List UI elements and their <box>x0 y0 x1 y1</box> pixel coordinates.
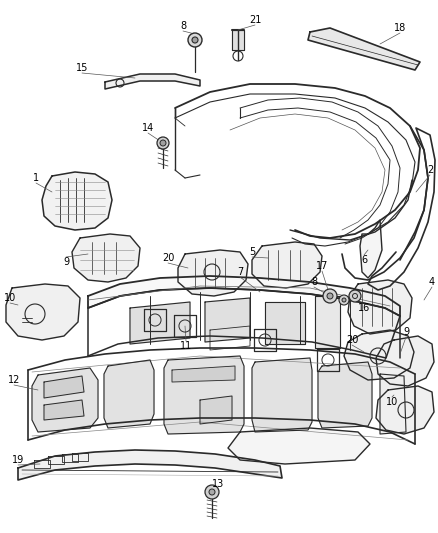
Text: 10: 10 <box>386 397 398 407</box>
Text: 21: 21 <box>249 15 261 25</box>
Text: 8: 8 <box>311 277 317 287</box>
Polygon shape <box>44 400 84 420</box>
Text: 6: 6 <box>361 255 367 265</box>
Circle shape <box>192 37 198 43</box>
Polygon shape <box>105 74 200 89</box>
Polygon shape <box>344 330 414 380</box>
Circle shape <box>339 295 349 305</box>
Polygon shape <box>32 368 98 432</box>
Polygon shape <box>164 356 244 434</box>
Text: 17: 17 <box>316 261 328 271</box>
Circle shape <box>349 290 361 302</box>
Polygon shape <box>72 234 140 282</box>
Polygon shape <box>130 302 190 344</box>
Text: 13: 13 <box>212 479 224 489</box>
Polygon shape <box>380 374 406 434</box>
Polygon shape <box>360 220 382 278</box>
Circle shape <box>323 289 337 303</box>
Text: 11: 11 <box>180 341 192 351</box>
Circle shape <box>157 137 169 149</box>
Text: 1: 1 <box>33 173 39 183</box>
Circle shape <box>209 489 215 495</box>
Polygon shape <box>308 28 420 70</box>
Text: 9: 9 <box>63 257 69 267</box>
Circle shape <box>327 293 333 299</box>
Text: 7: 7 <box>237 267 243 277</box>
Polygon shape <box>265 302 305 344</box>
Polygon shape <box>252 242 322 288</box>
Polygon shape <box>172 366 235 382</box>
Polygon shape <box>104 360 154 428</box>
Text: 20: 20 <box>346 335 358 345</box>
Text: 19: 19 <box>12 455 24 465</box>
Polygon shape <box>6 284 80 340</box>
Polygon shape <box>252 358 312 432</box>
Text: 16: 16 <box>358 303 370 313</box>
Polygon shape <box>88 276 400 316</box>
Circle shape <box>188 33 202 47</box>
Circle shape <box>205 485 219 499</box>
Polygon shape <box>228 428 370 464</box>
Polygon shape <box>315 296 340 348</box>
Polygon shape <box>376 336 434 386</box>
Circle shape <box>160 140 166 146</box>
Text: 8: 8 <box>180 21 186 31</box>
Polygon shape <box>376 386 434 434</box>
Text: 9: 9 <box>403 327 409 337</box>
Text: 20: 20 <box>162 253 174 263</box>
Text: 15: 15 <box>76 63 88 73</box>
Polygon shape <box>318 362 372 428</box>
Polygon shape <box>348 280 412 334</box>
Text: 18: 18 <box>394 23 406 33</box>
Text: 14: 14 <box>142 123 154 133</box>
Polygon shape <box>232 30 244 50</box>
Text: 10: 10 <box>4 293 16 303</box>
Polygon shape <box>200 396 232 424</box>
Polygon shape <box>42 172 112 230</box>
Polygon shape <box>178 250 248 296</box>
Polygon shape <box>18 450 282 480</box>
Polygon shape <box>44 376 84 398</box>
Text: 2: 2 <box>427 165 433 175</box>
Polygon shape <box>205 298 250 342</box>
Circle shape <box>342 298 346 302</box>
Text: 4: 4 <box>429 277 435 287</box>
Text: 12: 12 <box>8 375 20 385</box>
Text: 5: 5 <box>249 247 255 257</box>
